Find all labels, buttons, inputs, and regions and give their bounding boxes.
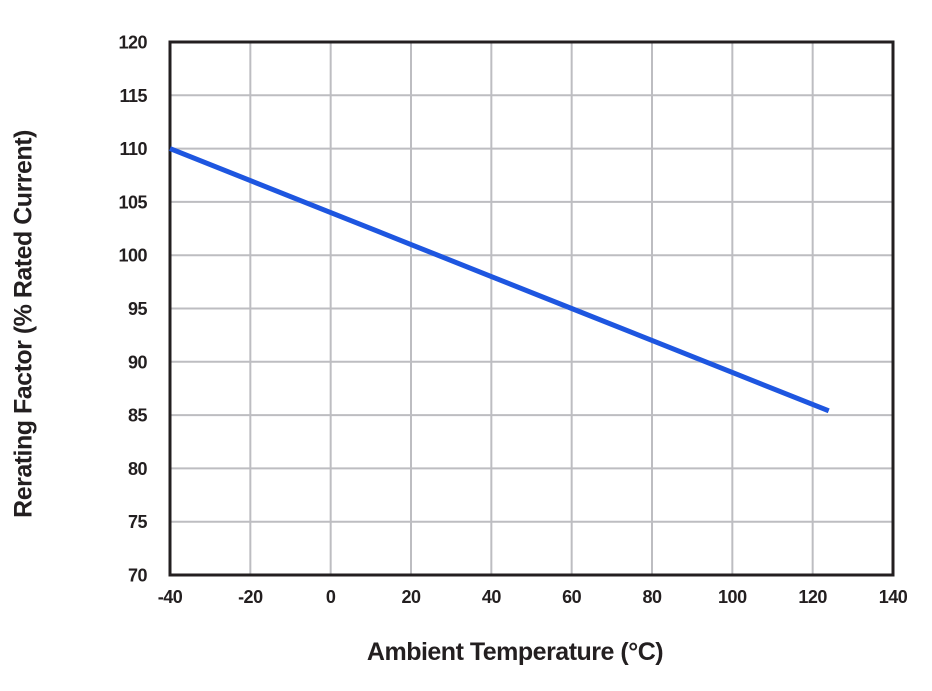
y-tick-label: 105 xyxy=(118,192,147,212)
y-tick-label: 75 xyxy=(128,512,148,532)
y-tick-label: 95 xyxy=(128,299,148,319)
series-line-rerating-factor-vs-ambient-temperature xyxy=(169,146,830,414)
y-tick-label: 100 xyxy=(118,246,147,266)
x-tick-label: 20 xyxy=(401,587,421,607)
y-tick-label: 110 xyxy=(119,139,147,159)
y-axis-title: Rerating Factor (% Rated Current) xyxy=(9,130,38,518)
x-tick-label: 0 xyxy=(326,587,336,607)
y-tick-label: 70 xyxy=(128,566,148,586)
x-tick-label: 140 xyxy=(879,587,908,607)
y-tick-label: 115 xyxy=(119,86,147,106)
y-tick-label: 85 xyxy=(128,406,148,426)
x-axis-title: Ambient Temperature (°C) xyxy=(366,638,664,666)
y-tick-label: 120 xyxy=(118,33,147,53)
x-tick-label: 120 xyxy=(798,587,827,607)
x-tick-label: 60 xyxy=(562,587,582,607)
x-tick-label: -40 xyxy=(158,587,183,607)
x-tick-label: 40 xyxy=(482,587,502,607)
y-tick-label: 90 xyxy=(128,352,148,372)
x-tick-label: -20 xyxy=(238,587,263,607)
plot-frame xyxy=(168,40,895,577)
y-tick-label: 80 xyxy=(128,459,148,479)
x-tick-label: 100 xyxy=(718,587,747,607)
x-tick-label: 80 xyxy=(642,587,662,607)
